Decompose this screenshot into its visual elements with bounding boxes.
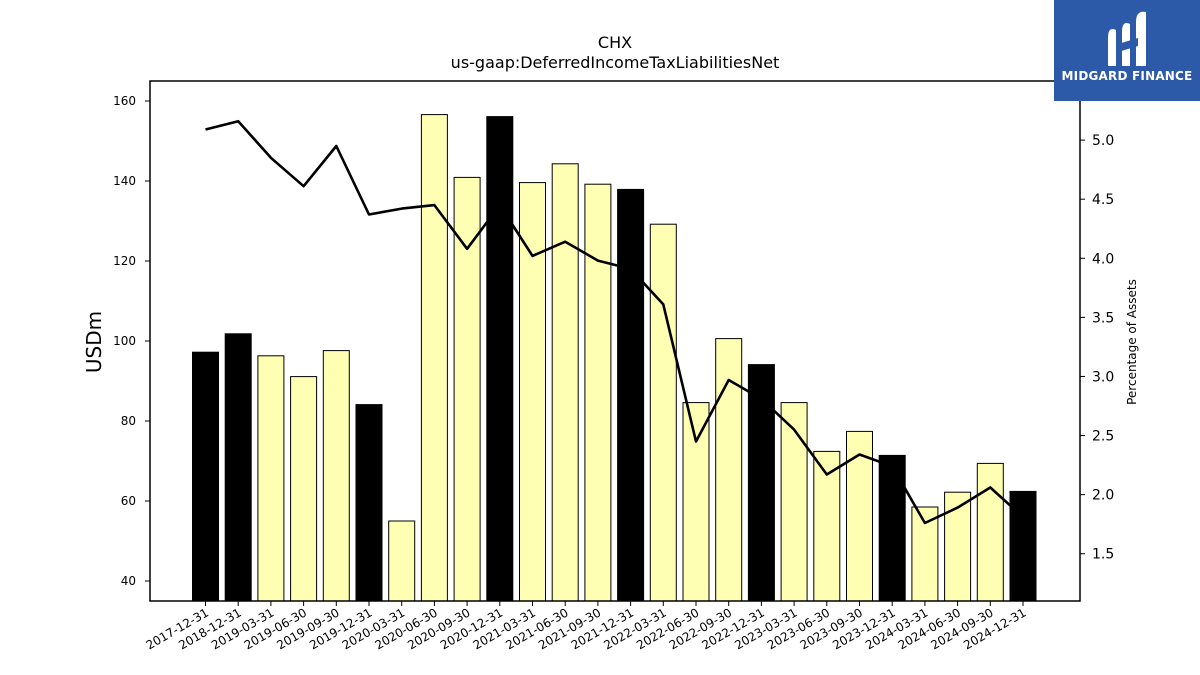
bar: [290, 376, 318, 602]
bar: [911, 506, 939, 602]
y-axis-label: USDm: [82, 311, 106, 373]
bar: [715, 338, 743, 602]
series-line: [205, 119, 1024, 525]
y2-tick-label: 1.5: [1092, 547, 1114, 563]
y-tick-label: 160: [113, 94, 136, 108]
y-tick-label: 80: [121, 414, 136, 428]
y2-tick-label: 2.0: [1092, 488, 1114, 504]
bar: [682, 402, 710, 602]
bar: [453, 176, 481, 602]
bar: [649, 223, 677, 602]
line-group: [205, 119, 1024, 525]
y-tick-label: 60: [121, 494, 136, 508]
y2-tick-label: 2.5: [1092, 429, 1114, 445]
bar: [747, 364, 775, 602]
y-tick-label: 120: [113, 254, 136, 268]
y2-tick-label: 3.5: [1092, 310, 1114, 326]
bar: [813, 450, 841, 602]
bar-group: [192, 114, 1037, 602]
bar: [420, 114, 448, 602]
bar: [551, 163, 579, 602]
bar: [322, 350, 350, 602]
bar: [878, 454, 906, 602]
midgard-finance-logo: MIDGARD FINANCE: [1054, 0, 1200, 101]
bar: [192, 351, 219, 602]
bar: [257, 355, 285, 602]
bar: [617, 188, 645, 602]
bar: [355, 404, 383, 602]
bar: [584, 183, 612, 602]
y2-tick-label: 3.0: [1092, 369, 1114, 385]
y-tick-label: 40: [121, 574, 136, 588]
bar: [486, 116, 514, 602]
y2-tick-label: 5.0: [1092, 133, 1114, 149]
bar: [388, 520, 416, 602]
y2-tick-label: 4.0: [1092, 251, 1114, 267]
bar: [976, 462, 1004, 602]
bar: [519, 182, 546, 602]
bar: [224, 333, 252, 602]
logo-mark-icon: [1108, 11, 1146, 66]
logo-text: MIDGARD FINANCE: [1061, 69, 1193, 83]
y-tick-label: 140: [113, 174, 136, 188]
y2-tick-label: 4.5: [1092, 192, 1114, 208]
plot-frame: [149, 80, 1081, 602]
y2-axis-label: Percentage of Assets: [1125, 279, 1139, 405]
y-tick-label: 100: [113, 334, 136, 348]
bar: [780, 402, 808, 602]
chart-title: CHX: [598, 33, 632, 52]
chart-subtitle: us-gaap:DeferredIncomeTaxLiabilitiesNet: [451, 53, 780, 72]
